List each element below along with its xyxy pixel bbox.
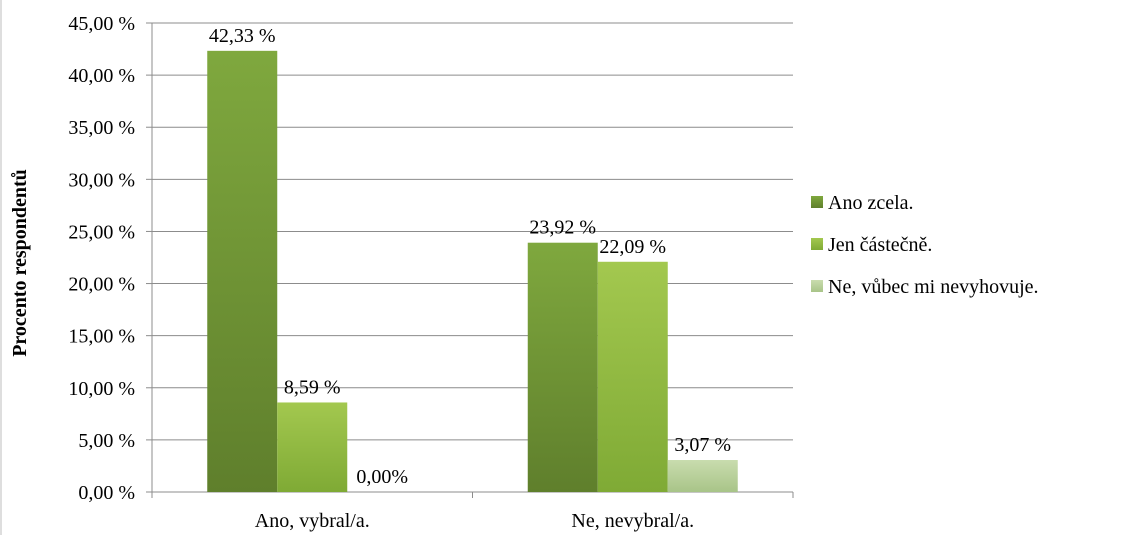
legend-entry: Ano zcela. <box>811 192 914 214</box>
y-tick-label: 35,00 % <box>68 117 135 139</box>
y-tick-label: 20,00 % <box>68 274 135 296</box>
bar <box>667 460 738 492</box>
bars <box>207 50 738 492</box>
legend-entry: Jen částečně. <box>811 234 932 256</box>
bar-value-label: 22,09 % <box>599 236 666 258</box>
bar <box>277 402 348 492</box>
bar <box>597 261 668 492</box>
x-category-label: Ne, nevybral/a. <box>571 510 694 532</box>
y-tick-label: 15,00 % <box>68 326 135 348</box>
legend-label: Jen částečně. <box>828 234 932 256</box>
y-tick-label: 5,00 % <box>78 430 135 452</box>
y-tick-label: 45,00 % <box>68 13 135 35</box>
bar-value-label: 23,92 % <box>529 217 596 239</box>
bar-value-label: 3,07 % <box>674 434 731 456</box>
y-tick-label: 0,00 % <box>78 482 135 504</box>
bar-value-label: 42,33 % <box>209 25 276 47</box>
legend-entry: Ne, vůbec mi nevyhovuje. <box>811 276 1039 298</box>
legend-swatch <box>811 238 823 250</box>
x-category-label: Ano, vybral/a. <box>255 510 370 532</box>
legend-label: Ne, vůbec mi nevyhovuje. <box>828 276 1039 298</box>
legend-label: Ano zcela. <box>828 192 914 214</box>
bar <box>527 242 598 492</box>
legend-swatch <box>811 196 823 208</box>
legend: Ano zcela. Jen částečně. Ne, vůbec mi nevy… <box>811 192 1039 298</box>
bar <box>207 50 278 492</box>
legend-swatch <box>811 280 823 292</box>
y-tick-label: 10,00 % <box>68 378 135 400</box>
y-axis-title: Procento respondentů <box>9 169 31 357</box>
y-tick-label: 40,00 % <box>68 65 135 87</box>
bar-value-label: 0,00% <box>356 466 408 488</box>
y-tick-label: 25,00 % <box>68 221 135 243</box>
data-labels: 42,33 % 8,59 % 0,00% 23,92 %22,09 % 3,07 % <box>209 25 731 488</box>
y-tick-label: 30,00 % <box>68 169 135 191</box>
bar-value-label: 8,59 % <box>284 376 341 398</box>
